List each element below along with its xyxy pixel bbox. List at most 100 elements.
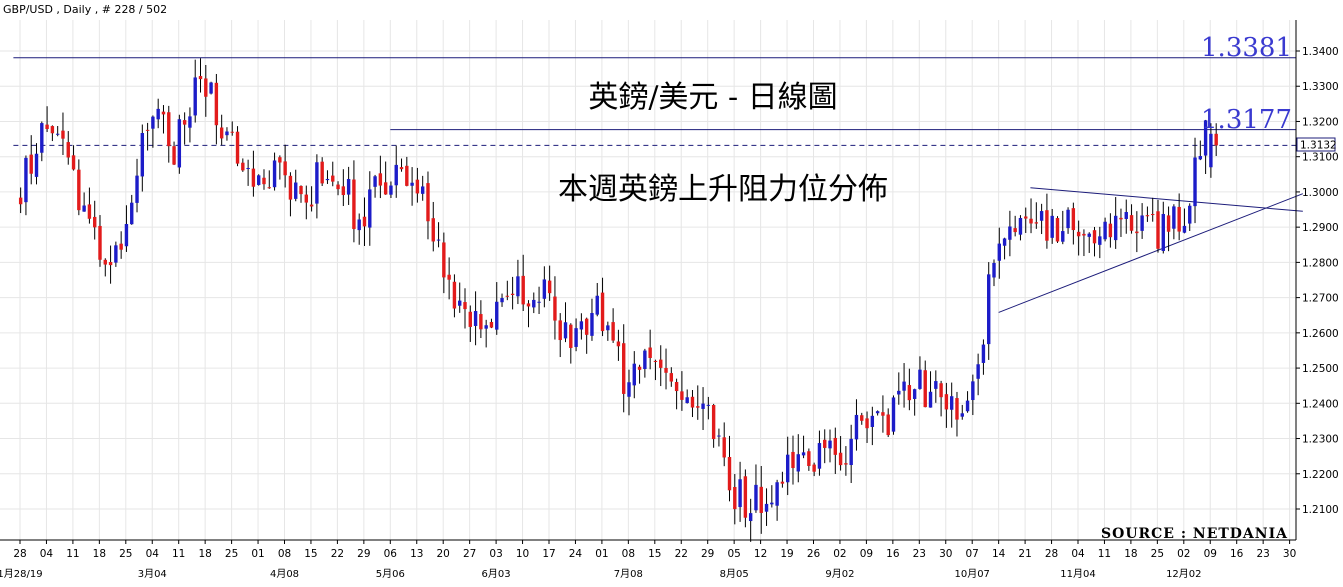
candle	[256, 174, 261, 186]
candle	[1145, 206, 1150, 222]
y-tick-label: 1.3400	[1302, 46, 1339, 58]
x-month-label: 12月02	[1166, 568, 1201, 580]
candle	[1082, 229, 1086, 257]
candle	[18, 187, 23, 214]
candle	[304, 185, 309, 220]
candle	[791, 435, 795, 485]
candle	[346, 166, 351, 205]
level-lines	[13, 57, 1296, 146]
x-tick-label: 25	[1151, 548, 1164, 560]
candle	[912, 388, 917, 416]
candle	[119, 231, 123, 259]
candle	[82, 192, 86, 212]
candle	[780, 471, 785, 488]
source-label: SOURCE : NETDANIA	[1101, 526, 1288, 542]
candle	[500, 293, 504, 307]
level-label-mid: 1.3177	[1201, 105, 1292, 135]
candle	[1135, 211, 1139, 253]
candle	[849, 424, 853, 483]
candle	[1140, 203, 1144, 239]
candle	[785, 436, 790, 496]
candle	[188, 107, 192, 143]
candle	[140, 124, 145, 192]
candle	[50, 125, 55, 142]
trendline-lower	[998, 193, 1304, 313]
x-month-label: 6月03	[482, 568, 511, 580]
current-price-label: 1.3132	[1300, 140, 1337, 152]
x-tick-label: 11	[1098, 548, 1111, 560]
candle	[251, 150, 256, 197]
x-tick-label: 15	[648, 548, 661, 560]
candle	[659, 345, 663, 387]
candle	[420, 175, 425, 201]
candle	[315, 154, 319, 219]
chart-subtitle: 本週英鎊上升阻力位分佈	[558, 172, 888, 207]
chart-title: 英鎊/美元 - 日線圖	[588, 80, 837, 115]
candle	[1113, 197, 1118, 249]
candle	[114, 241, 118, 267]
candle	[717, 428, 721, 447]
candle	[770, 485, 774, 508]
candle	[955, 391, 959, 437]
candle	[61, 112, 65, 156]
candle	[352, 160, 356, 243]
candle	[759, 466, 763, 534]
x-tick-label: 13	[410, 548, 423, 560]
candle	[510, 276, 515, 310]
y-tick-label: 1.2300	[1302, 434, 1339, 446]
x-month-label: 8月05	[720, 568, 749, 580]
candle	[135, 158, 139, 213]
candle	[1018, 215, 1023, 241]
candle	[1166, 206, 1171, 252]
candle	[1203, 119, 1208, 174]
candle	[886, 408, 890, 438]
candle	[553, 276, 557, 340]
candle	[748, 498, 753, 542]
candle	[823, 429, 827, 464]
x-month-label: 11月04	[1060, 568, 1095, 580]
candle	[1055, 216, 1060, 243]
candle	[71, 145, 76, 171]
y-tick-label: 1.3100	[1302, 152, 1339, 164]
x-tick-label: 22	[331, 548, 344, 560]
candle	[362, 197, 367, 246]
candle	[1061, 210, 1065, 245]
candle	[526, 300, 531, 328]
chart-header-label: GBP/USD , Daily , # 228 / 502	[3, 3, 167, 16]
candle	[706, 396, 711, 420]
candle	[1024, 207, 1028, 233]
candle	[193, 59, 197, 123]
x-tick-label: 28	[1045, 548, 1058, 560]
candle	[320, 157, 324, 186]
candle	[161, 105, 166, 134]
x-tick-label: 25	[119, 548, 132, 560]
candle	[616, 329, 621, 361]
candle	[309, 186, 314, 212]
candle	[55, 126, 60, 137]
candle	[584, 317, 589, 354]
x-tick-label: 10	[516, 548, 529, 560]
x-axis: 28 04 11 18 25 04 11 18 25 01 08 15 22 29 06 13 20 27 03 10…	[0, 540, 1296, 580]
candle	[484, 319, 488, 348]
candle	[537, 286, 541, 315]
candle	[606, 321, 610, 341]
candle	[611, 308, 615, 343]
candle	[447, 257, 451, 300]
candle	[458, 282, 462, 313]
candle	[368, 171, 372, 246]
candle	[1161, 201, 1165, 254]
x-tick-label: 08	[278, 548, 291, 560]
candle	[415, 167, 420, 203]
candle	[241, 158, 245, 172]
candle	[833, 427, 838, 474]
candle	[928, 371, 933, 408]
candle	[860, 412, 864, 425]
candle	[341, 169, 346, 207]
x-tick-label: 02	[833, 548, 846, 560]
candle	[727, 435, 732, 502]
x-month-label: 10月07	[954, 568, 989, 580]
candle	[1129, 204, 1134, 234]
candle	[775, 479, 779, 521]
candle	[807, 448, 811, 471]
